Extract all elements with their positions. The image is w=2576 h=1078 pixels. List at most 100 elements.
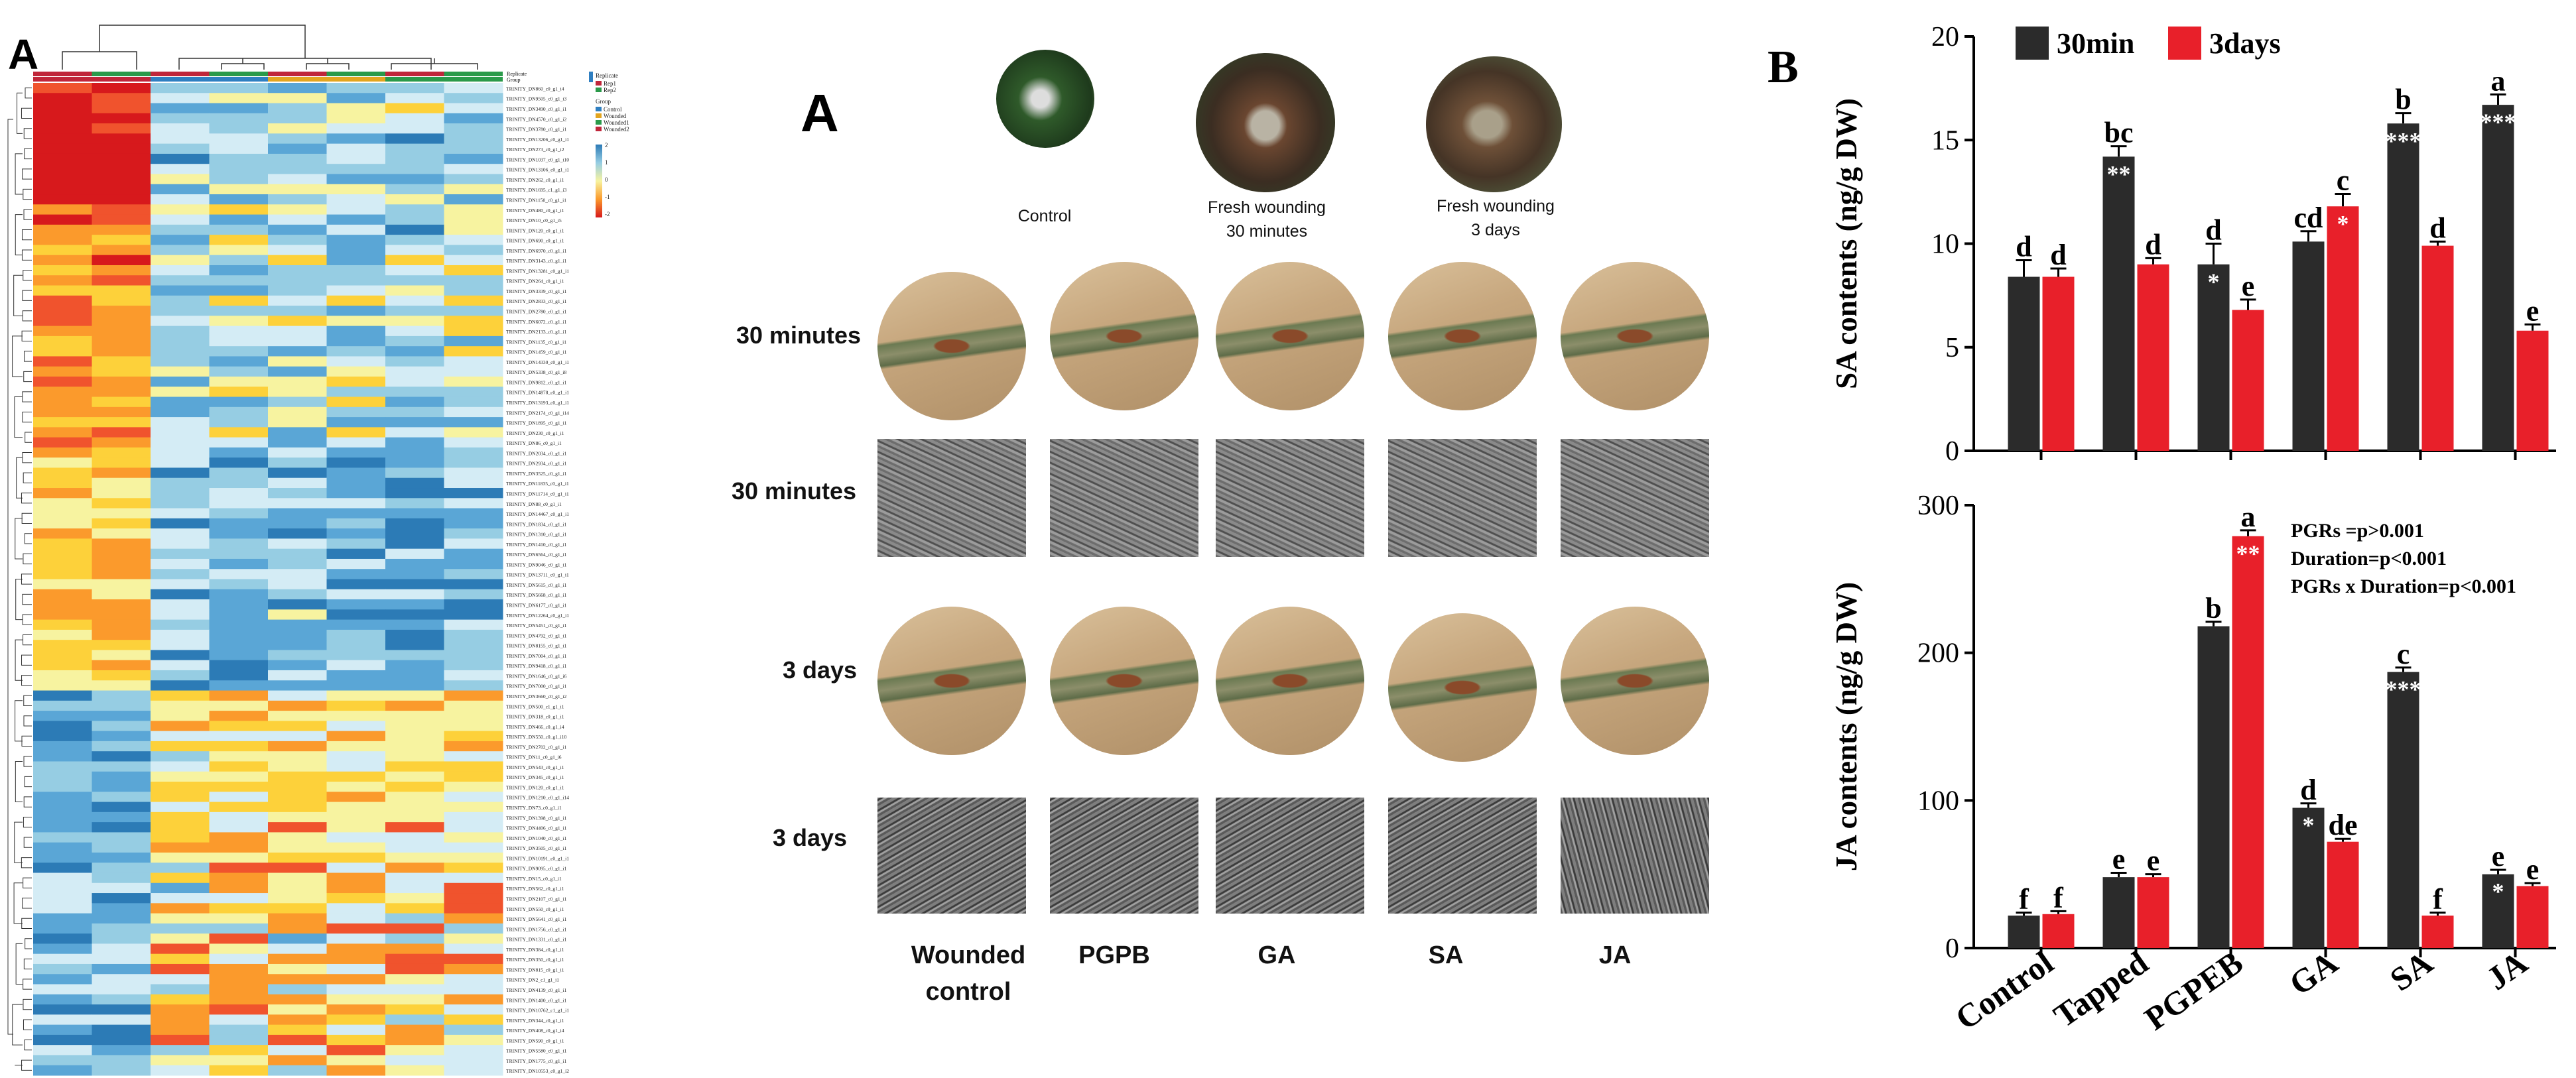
heatmap-cell [444,346,503,357]
heatmap-cell [151,711,210,721]
heatmap-cell [151,538,210,550]
heatmap-cell [444,245,503,256]
heatmap-cell [326,782,386,792]
heatmap-cell [268,143,327,154]
heatmap-cell [92,417,151,428]
heatmap-cell [151,174,210,185]
heatmap-cell [92,356,151,367]
heatmap-cell [268,984,327,995]
heatmap-row-label: TRINITY_DN344_c0_g1_i1 [506,1018,564,1024]
heatmap-cell [92,335,151,347]
heatmap-cell [444,994,503,1005]
heatmap-cell [92,629,151,640]
heatmap-cell [326,619,386,630]
y-tick-label: 20 [1931,22,1959,52]
heatmap-cell [268,619,327,630]
heatmap-row-label: TRINITY_DN345_c0_g1_i1 [506,774,564,780]
heatmap-cell [33,680,92,691]
heatmap-cell [268,558,327,569]
heatmap-cell [33,174,92,185]
heatmap-cell [326,629,386,640]
heatmap-cell [92,437,151,448]
legend-replicate-bar [589,72,593,82]
heatmap-cell [268,224,327,235]
heatmap-cell [326,245,386,256]
heatmap-cell [385,711,444,721]
bar-3days [2232,310,2264,451]
bar-3days [2516,886,2549,948]
heatmap-cell [444,184,503,195]
panel-letter-charts: B [1768,42,1799,93]
heatmap-cell [151,406,210,418]
photo-3days-wounded-control [877,607,1026,755]
heatmap-cell [151,235,210,245]
heatmap-cell [268,731,327,742]
heatmap-cell [326,488,386,499]
heatmap-cell [385,690,444,701]
significance-letter: a [2241,501,2256,533]
heatmap-cell [385,984,444,995]
heatmap-cell [268,994,327,1005]
heatmap-cell [385,1014,444,1026]
significance-stars: * [2303,811,2315,838]
heatmap-cell [385,538,444,550]
heatmap-cell [444,123,503,134]
heatmap-cell [209,437,269,448]
heatmap-cell [385,396,444,408]
significance-letter: d [2429,211,2445,244]
heatmap-cell [209,113,269,124]
heatmap-cell [33,83,92,93]
legend-scale-tick: 1 [605,159,608,166]
heatmap-cell [209,700,269,711]
bar-30min [2387,123,2419,451]
heatmap-cell [326,164,386,174]
heatmap-cell [209,872,269,884]
heatmap-cell [33,782,92,792]
heatmap-cell [268,316,327,327]
heatmap-cell [444,589,503,600]
heatmap-cell [33,427,92,438]
heatmap-cell [326,528,386,539]
legend-color-scale [596,145,602,217]
heatmap-cell [151,417,210,428]
heatmap-cell [92,143,151,154]
heatmap-row-label: TRINITY_DN690_c0_g1_i1 [506,238,564,244]
heatmap-cell [151,589,210,600]
heatmap-row-label: TRINITY_DN273_c0_g1_i2 [506,147,564,152]
bar-3days [2327,206,2359,451]
heatmap-cell [326,143,386,154]
heatmap-cell [33,863,92,873]
heatmap-cell [92,792,151,803]
heatmap-cell [151,1034,210,1046]
heatmap-cell [209,93,269,104]
heatmap-cell [209,265,269,276]
heatmap-cell [326,335,386,347]
heatmap-cell [209,721,269,732]
heatmap-cell [385,113,444,124]
heatmap-cell [385,842,444,853]
heatmap-cell [151,376,210,387]
heatmap-cell [151,640,210,650]
heatmap-cell [268,903,327,914]
heatmap-cell [33,245,92,256]
heatmap-cell [92,811,151,823]
heatmap-cell [33,103,92,114]
heatmap-cell [268,893,327,904]
heatmap-cell [385,477,444,489]
heatmap-cell [268,792,327,803]
heatmap-row-label: TRINITY_DN2_c1_g1_i1 [506,977,559,983]
heatmap-cell [268,467,327,479]
heatmap-cell [268,255,327,266]
heatmap-cell [444,599,503,610]
top-title-fresh-3days: Fresh wounding 3 days [1437,197,1555,240]
heatmap-row-label: TRINITY_DN88_c0_g1_i1 [506,501,562,507]
heatmap-cell [209,204,269,215]
heatmap-cell [326,174,386,185]
heatmap-cell [444,882,503,894]
heatmap-cell [326,893,386,904]
heatmap-cell [209,1034,269,1046]
heatmap-cell [444,498,503,509]
heatmap-cell [385,356,444,367]
heatmap-cell [33,528,92,539]
heatmap-cell [92,933,151,944]
